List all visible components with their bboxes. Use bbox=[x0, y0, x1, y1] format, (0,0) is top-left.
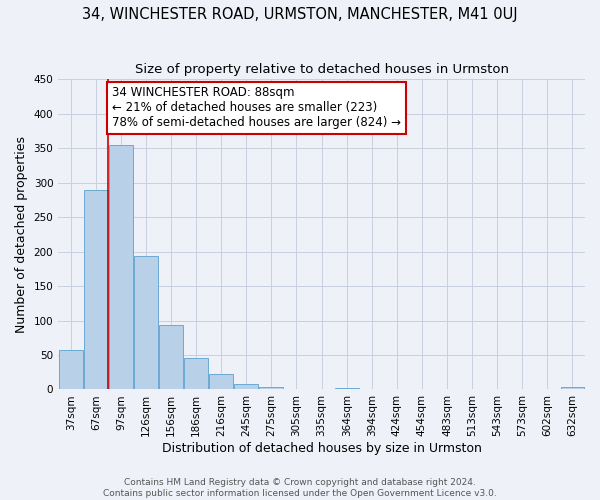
Text: 34 WINCHESTER ROAD: 88sqm
← 21% of detached houses are smaller (223)
78% of semi: 34 WINCHESTER ROAD: 88sqm ← 21% of detac… bbox=[112, 86, 401, 130]
Title: Size of property relative to detached houses in Urmston: Size of property relative to detached ho… bbox=[134, 62, 509, 76]
Bar bbox=[235, 384, 258, 390]
Bar bbox=[109, 145, 133, 390]
X-axis label: Distribution of detached houses by size in Urmston: Distribution of detached houses by size … bbox=[161, 442, 482, 455]
Bar bbox=[209, 374, 233, 390]
Bar bbox=[259, 388, 283, 390]
Bar bbox=[335, 388, 359, 390]
Bar bbox=[134, 256, 158, 390]
Bar bbox=[560, 388, 584, 390]
Bar bbox=[59, 350, 83, 390]
Text: Contains HM Land Registry data © Crown copyright and database right 2024.
Contai: Contains HM Land Registry data © Crown c… bbox=[103, 478, 497, 498]
Text: 34, WINCHESTER ROAD, URMSTON, MANCHESTER, M41 0UJ: 34, WINCHESTER ROAD, URMSTON, MANCHESTER… bbox=[82, 8, 518, 22]
Bar bbox=[184, 358, 208, 390]
Y-axis label: Number of detached properties: Number of detached properties bbox=[15, 136, 28, 333]
Bar bbox=[84, 190, 108, 390]
Bar bbox=[159, 326, 183, 390]
